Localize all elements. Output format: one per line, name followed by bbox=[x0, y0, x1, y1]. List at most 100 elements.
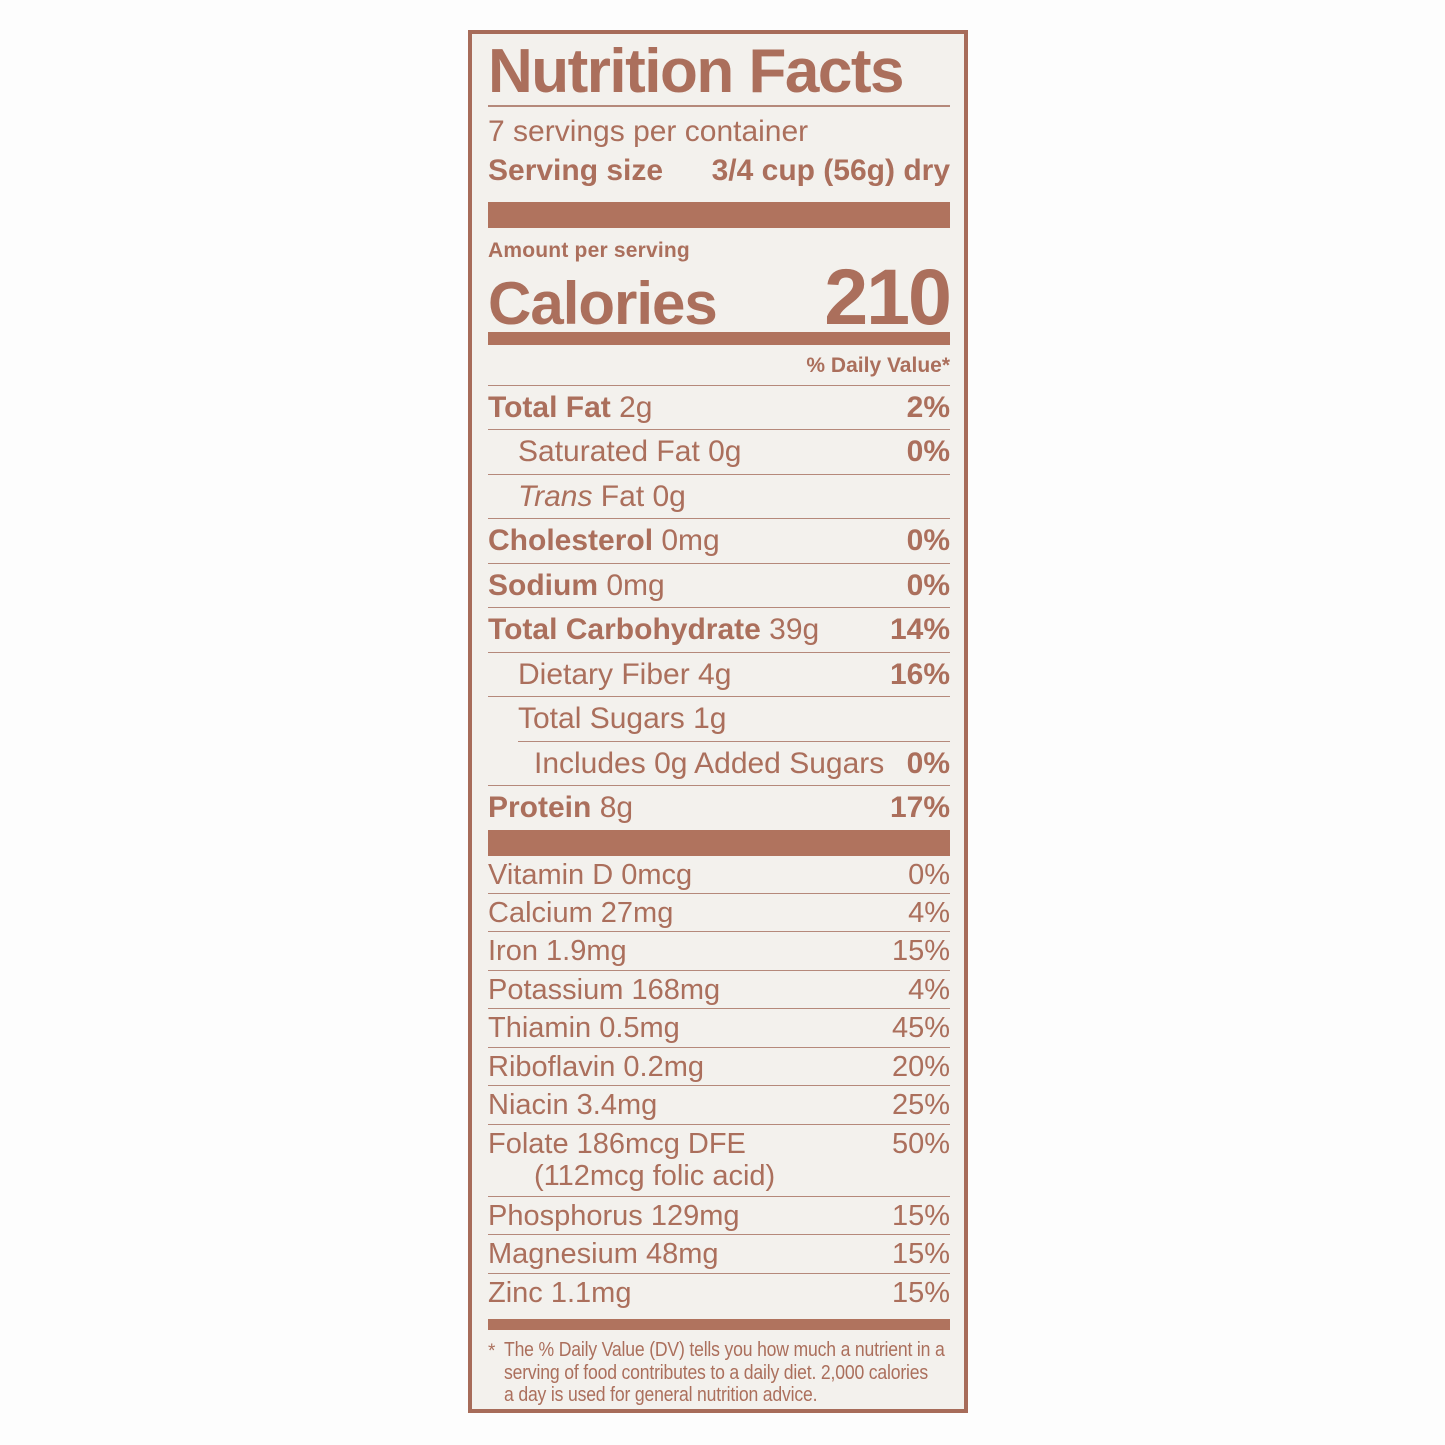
vitamin-row: Phosphorus 129mg 15% bbox=[488, 1197, 950, 1234]
row-divider bbox=[488, 473, 950, 475]
row-divider bbox=[488, 1085, 950, 1087]
daily-value-percent: 0% bbox=[908, 858, 950, 891]
row-divider bbox=[488, 384, 950, 386]
vitamin-row: Iron 1.9mg 15% bbox=[488, 932, 950, 969]
nutrient-name-italic: Trans bbox=[518, 479, 593, 513]
nutrient-name-text: Total Fat bbox=[488, 390, 611, 424]
footnote-divider-bar bbox=[488, 1319, 950, 1331]
daily-value-percent: 15% bbox=[891, 1276, 950, 1309]
row-divider bbox=[488, 931, 950, 933]
vitamin-name: Thiamin 0.5mg bbox=[488, 1012, 680, 1045]
vitamin-mineral-rows: Vitamin D 0mcg 0% Calcium 27mg 4% Iron 1.9mg… bbox=[488, 856, 950, 1312]
nutrient-name: Cholesterol 0mg bbox=[488, 524, 720, 558]
daily-value-percent: 0% bbox=[906, 746, 950, 780]
vitamin-row: Calcium 27mg 4% bbox=[488, 894, 950, 931]
nutrient-row: Sodium 0mg 0% bbox=[488, 564, 950, 608]
nutrient-name-text: Total Sugars bbox=[518, 702, 685, 736]
calories-row: Calories 210 bbox=[488, 252, 952, 342]
nutrient-name-text: Cholesterol bbox=[488, 524, 654, 558]
daily-value-percent: 15% bbox=[891, 935, 950, 968]
vitamin-row: Zinc 1.1mg 15% bbox=[488, 1274, 950, 1311]
row-divider bbox=[488, 696, 950, 698]
nutrient-row: Total Carbohydrate 39g 14% bbox=[488, 608, 950, 652]
title-divider bbox=[488, 105, 950, 108]
vitamin-name: Vitamin D 0mcg bbox=[488, 858, 693, 891]
nutrient-name-text: Saturated Fat bbox=[518, 435, 700, 469]
nutrient-name: Total Carbohydrate 39g bbox=[488, 613, 820, 647]
vitamin-name: Zinc 1.1mg bbox=[488, 1276, 632, 1309]
servings-per-container: 7 servings per container bbox=[488, 115, 809, 149]
row-divider bbox=[488, 429, 950, 431]
row-divider bbox=[488, 1008, 950, 1010]
nutrient-name: Includes 0g Added Sugars bbox=[534, 747, 884, 780]
nutrient-name: Dietary Fiber 4g bbox=[518, 657, 732, 691]
daily-value-percent: 4% bbox=[908, 896, 950, 929]
nutrient-name-text: Protein bbox=[488, 791, 592, 825]
daily-value-header: % Daily Value* bbox=[806, 354, 950, 378]
vitamin-name: Phosphorus 129mg bbox=[488, 1200, 740, 1233]
section-divider-bar bbox=[488, 829, 950, 856]
nutrient-row: Saturated Fat 0g 0% bbox=[488, 430, 950, 474]
row-divider bbox=[488, 969, 950, 971]
calories-value: 210 bbox=[824, 252, 952, 342]
nutrient-row: Protein 8g 17% bbox=[488, 786, 950, 830]
section-divider-bar bbox=[488, 202, 950, 229]
footnote-line: a day is used for general nutrition advi… bbox=[504, 1384, 818, 1407]
vitamin-name: Iron 1.9mg bbox=[488, 935, 627, 968]
footnote-line: serving of food contributes to a daily d… bbox=[504, 1361, 929, 1384]
vitamin-row: Potassium 168mg 4% bbox=[488, 971, 950, 1008]
serving-size-row: Serving size 3/4 cup (56g) dry bbox=[488, 153, 950, 189]
daily-value-percent: 15% bbox=[891, 1238, 950, 1271]
vitamin-subrow: (112mcg folic acid) bbox=[534, 1160, 776, 1193]
daily-value-percent: 20% bbox=[891, 1050, 950, 1083]
vitamin-name: Calcium 27mg bbox=[488, 896, 674, 929]
vitamin-name: Folate 186mcg DFE bbox=[488, 1127, 746, 1160]
daily-value-percent: 17% bbox=[889, 791, 950, 825]
row-divider bbox=[488, 1046, 950, 1048]
footnote-text: The % Daily Value (DV) tells you how muc… bbox=[504, 1339, 1005, 1406]
row-divider bbox=[488, 562, 950, 564]
row-divider bbox=[488, 785, 950, 787]
nutrient-name: Sodium 0mg bbox=[488, 568, 665, 602]
row-divider bbox=[518, 740, 950, 742]
daily-value-percent: 2% bbox=[906, 390, 950, 424]
daily-value-percent: 25% bbox=[891, 1089, 950, 1122]
nutrient-name: Total Fat 2g bbox=[488, 390, 653, 424]
row-divider bbox=[488, 1272, 950, 1274]
nutrient-name: Trans Fat 0g bbox=[518, 479, 686, 513]
nutrient-row: Cholesterol 0mg 0% bbox=[488, 519, 950, 563]
daily-value-percent: 14% bbox=[889, 613, 950, 647]
daily-value-percent: 4% bbox=[908, 973, 950, 1006]
nutrient-row: Trans Fat 0g bbox=[488, 475, 950, 519]
nutrient-name-text: Sodium bbox=[488, 568, 598, 602]
row-divider bbox=[488, 518, 950, 520]
daily-value-percent: 16% bbox=[889, 657, 950, 691]
daily-value-percent: 50% bbox=[891, 1127, 950, 1160]
main-nutrient-rows: Total Fat 2g 2% Saturated Fat 0g 0% Trans Fa… bbox=[488, 386, 950, 830]
nutrient-name-text: Dietary Fiber bbox=[518, 657, 690, 691]
vitamin-row: Vitamin D 0mcg 0% bbox=[488, 856, 950, 893]
vitamin-name: Potassium 168mg bbox=[488, 973, 721, 1006]
footnote-asterisk: * bbox=[488, 1341, 496, 1363]
footnote: * The % Daily Value (DV) tells you how m… bbox=[488, 1339, 950, 1406]
row-divider bbox=[488, 1234, 950, 1236]
footnote-line: The % Daily Value (DV) tells you how muc… bbox=[504, 1339, 946, 1362]
nutrient-name: Saturated Fat 0g bbox=[518, 435, 742, 469]
daily-value-percent: 0% bbox=[906, 435, 950, 469]
label-title: Nutrition Facts bbox=[488, 37, 904, 106]
row-divider bbox=[488, 607, 950, 609]
nutrient-row: Dietary Fiber 4g 16% bbox=[488, 653, 950, 697]
daily-value-percent: 0% bbox=[906, 524, 950, 558]
vitamin-row: Folate 186mcg DFE 50% bbox=[488, 1125, 950, 1162]
row-divider bbox=[488, 1196, 950, 1198]
nutrition-facts-label: Nutrition Facts 7 servings per container… bbox=[468, 30, 968, 1413]
amount-per-serving-label: Amount per serving bbox=[488, 239, 690, 263]
vitamin-name: Magnesium 48mg bbox=[488, 1238, 719, 1271]
daily-value-percent: 15% bbox=[891, 1200, 950, 1233]
vitamin-row: Riboflavin 0.2mg 20% bbox=[488, 1048, 950, 1085]
nutrient-row: Total Sugars 1g bbox=[488, 697, 950, 741]
nutrient-name: Total Sugars 1g bbox=[518, 702, 727, 736]
vitamin-row: Magnesium 48mg 15% bbox=[488, 1235, 950, 1272]
serving-size-value: 3/4 cup (56g) dry bbox=[711, 154, 950, 188]
